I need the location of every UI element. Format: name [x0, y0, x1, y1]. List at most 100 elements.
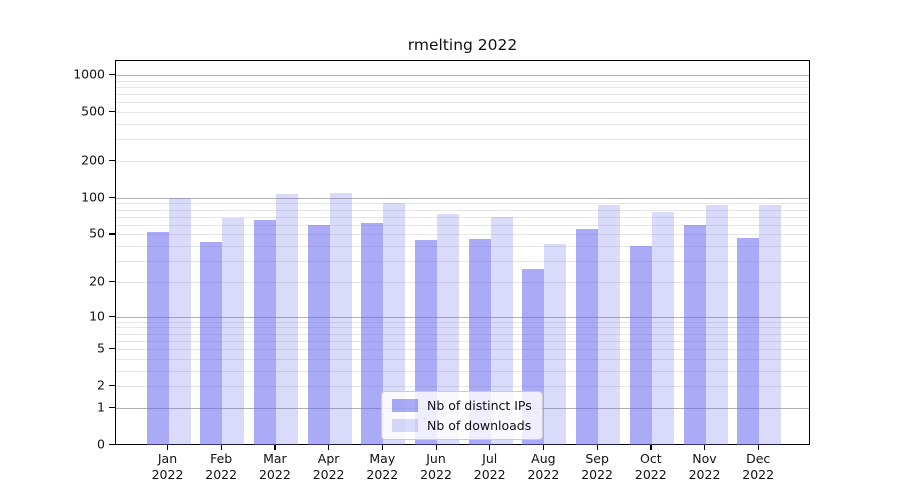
- gridline-minor: [116, 370, 809, 372]
- gridline-minor: [116, 234, 809, 236]
- bar-distinct-ips-feb: [200, 242, 223, 445]
- x-tick-label: Sep 2022: [581, 451, 613, 482]
- bar-distinct-ips-may: [361, 223, 384, 445]
- x-tick-mark: [435, 445, 437, 450]
- y-tick-mark: [109, 160, 115, 162]
- gridline-minor: [116, 94, 809, 96]
- bar-downloads-mar: [275, 193, 298, 445]
- x-tick-label: Dec 2022: [742, 451, 775, 482]
- y-tick-label: 100: [81, 189, 105, 205]
- gridline-minor: [116, 139, 809, 141]
- y-tick-label: 500: [81, 103, 105, 119]
- x-tick-mark: [274, 445, 276, 450]
- y-tick-mark: [109, 444, 115, 446]
- chart-title: rmelting 2022: [407, 36, 518, 54]
- gridline-major: [116, 197, 809, 199]
- y-tick-label: 200: [81, 152, 105, 168]
- y-tick-label: 5: [97, 340, 105, 356]
- gridline-major: [116, 316, 809, 318]
- legend: Nb of distinct IPs Nb of downloads: [381, 391, 543, 440]
- y-tick-mark: [109, 233, 115, 235]
- gridline-minor: [116, 86, 809, 88]
- gridline-minor: [116, 358, 809, 360]
- x-tick-label: Mar 2022: [258, 451, 291, 482]
- bar-distinct-ips-oct: [629, 246, 652, 445]
- legend-item-downloads: Nb of downloads: [392, 418, 532, 433]
- gridline-minor: [116, 209, 809, 211]
- y-tick-label: 1: [97, 399, 105, 415]
- bar-downloads-dec: [759, 204, 782, 445]
- gridline-minor: [116, 321, 809, 323]
- legend-label-distinct-ips: Nb of distinct IPs: [427, 398, 532, 413]
- gridline-minor: [116, 216, 809, 218]
- x-tick-mark: [542, 445, 545, 450]
- x-tick-label: Oct 2022: [634, 451, 667, 482]
- y-tick-mark: [109, 385, 115, 387]
- gridline-minor: [116, 224, 809, 226]
- bar-downloads-nov: [705, 204, 728, 445]
- y-tick-label: 1000: [73, 66, 105, 82]
- x-tick-label: Jun 2022: [420, 451, 452, 482]
- bar-distinct-ips-sep: [576, 229, 599, 445]
- x-tick-mark: [220, 445, 222, 450]
- gridline-minor: [116, 102, 809, 104]
- gridline-minor: [116, 246, 809, 248]
- bar-distinct-ips-nov: [683, 224, 706, 445]
- gridline-minor: [116, 112, 809, 114]
- x-tick-mark: [381, 445, 384, 450]
- bar-downloads-jun: [437, 213, 459, 445]
- y-tick-label: 2: [97, 377, 105, 393]
- bar-downloads-oct: [651, 212, 674, 445]
- bar-distinct-ips-jan: [146, 232, 169, 445]
- gridline-minor: [116, 161, 809, 163]
- bar-downloads-jul: [490, 216, 513, 445]
- y-tick-mark: [109, 74, 115, 76]
- y-tick-label: 20: [89, 273, 105, 289]
- bar-distinct-ips-mar: [253, 219, 276, 445]
- gridline-minor: [116, 340, 809, 342]
- x-tick-label: May 2022: [366, 451, 399, 482]
- x-tick-mark: [757, 445, 759, 450]
- y-tick-label: 10: [89, 308, 105, 324]
- y-tick-label: 0: [97, 436, 105, 452]
- bar-downloads-apr: [329, 192, 352, 445]
- legend-label-downloads: Nb of downloads: [427, 418, 532, 433]
- legend-swatch-distinct-ips: [392, 399, 418, 412]
- plot-area: Nb of distinct IPs Nb of downloads: [115, 60, 810, 445]
- gridline-major: [116, 75, 809, 77]
- legend-item-distinct-ips: Nb of distinct IPs: [392, 398, 532, 413]
- bar-distinct-ips-dec: [737, 237, 760, 445]
- bar-downloads-feb: [222, 218, 245, 445]
- y-tick-mark: [109, 280, 115, 283]
- gridline-minor: [116, 386, 809, 388]
- x-tick-label: Nov 2022: [688, 451, 721, 482]
- legend-swatch-downloads: [392, 419, 418, 432]
- bar-downloads-sep: [598, 204, 621, 445]
- gridline-minor: [116, 124, 809, 126]
- bar-downloads-aug: [544, 243, 567, 445]
- bar-distinct-ips-apr: [307, 224, 330, 445]
- gridline-minor: [116, 327, 809, 329]
- x-tick-mark: [704, 445, 706, 450]
- x-tick-label: Apr 2022: [312, 451, 345, 482]
- x-tick-mark: [596, 445, 598, 450]
- y-tick-label: 50: [89, 225, 105, 241]
- y-tick-mark: [109, 196, 115, 199]
- gridline-minor: [116, 333, 809, 335]
- x-tick-mark: [167, 445, 169, 450]
- x-tick-label: Aug 2022: [527, 451, 560, 482]
- x-tick-label: Jan 2022: [151, 451, 184, 482]
- gridline-minor: [116, 261, 809, 263]
- x-tick-label: Jul 2022: [473, 451, 506, 482]
- gridline-minor: [116, 203, 809, 205]
- bar-downloads-may: [383, 203, 406, 445]
- x-tick-mark: [489, 445, 491, 450]
- gridline-minor: [116, 80, 809, 82]
- x-tick-label: Feb 2022: [205, 451, 238, 482]
- x-tick-mark: [650, 445, 652, 450]
- y-tick-mark: [109, 348, 115, 350]
- x-tick-mark: [328, 445, 330, 450]
- bar-downloads-jan: [168, 197, 191, 445]
- y-tick-mark: [109, 406, 115, 409]
